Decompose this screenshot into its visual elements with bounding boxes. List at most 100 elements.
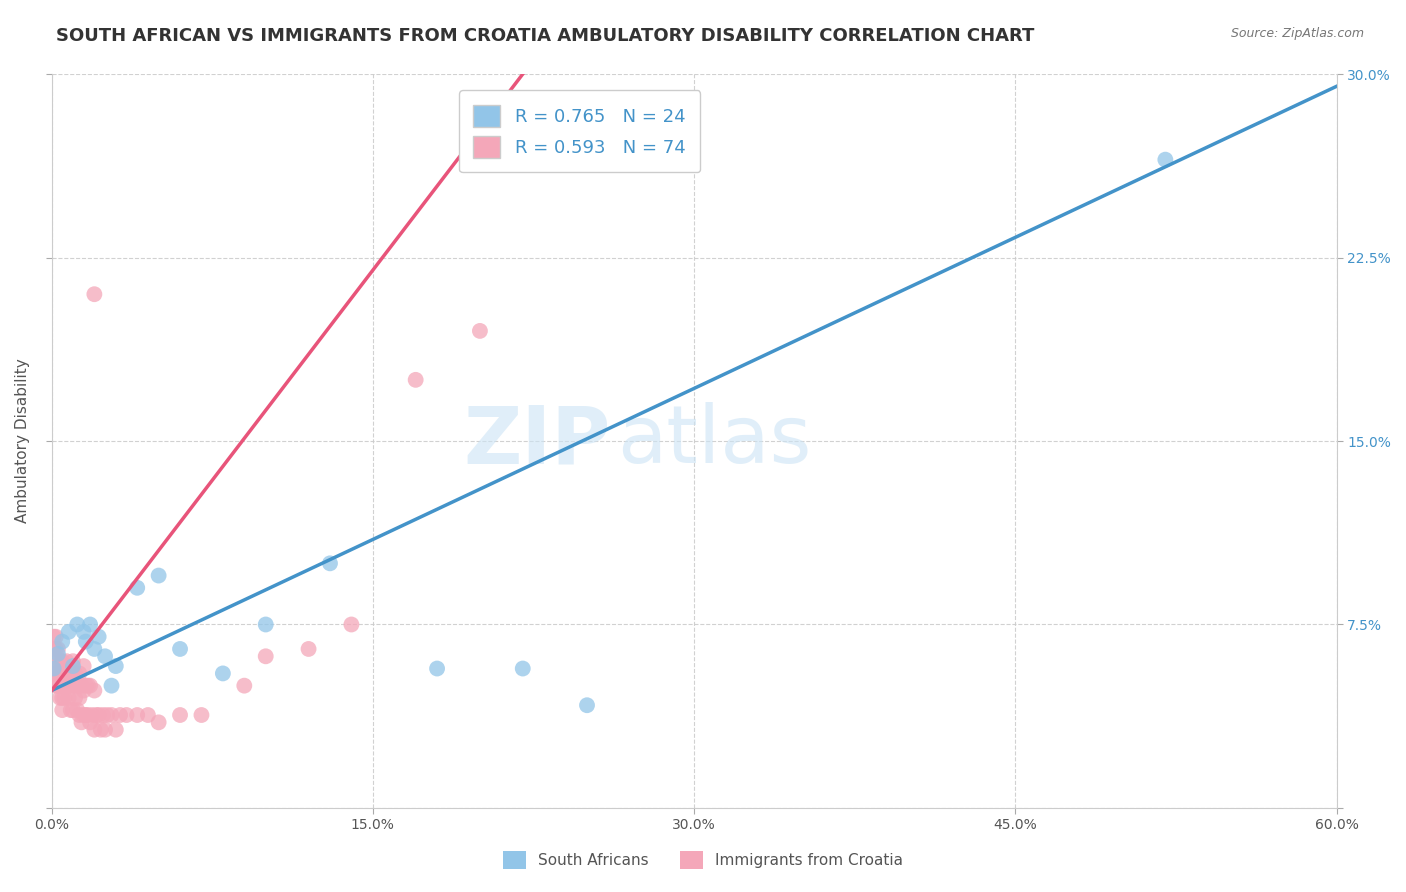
Point: [58, 659, 80, 673]
Point: [63, 666, 86, 681]
Point: [96, 708, 118, 723]
Point: [46, 666, 69, 681]
Point: [127, 581, 149, 595]
Point: [49, 654, 72, 668]
Point: [45, 630, 67, 644]
Point: [169, 708, 191, 723]
Point: [42, 642, 65, 657]
Point: [100, 708, 122, 723]
Legend: R = 0.765   N = 24, R = 0.593   N = 74: R = 0.765 N = 24, R = 0.593 N = 74: [458, 90, 700, 172]
Point: [55, 679, 77, 693]
Point: [62, 679, 84, 693]
Point: [51, 634, 73, 648]
Point: [46, 647, 69, 661]
Point: [75, 708, 97, 723]
Point: [75, 679, 97, 693]
Point: [254, 649, 277, 664]
Point: [87, 630, 110, 644]
Point: [77, 708, 100, 723]
Point: [1154, 153, 1177, 167]
Point: [115, 708, 138, 723]
Point: [66, 617, 89, 632]
Point: [73, 708, 96, 723]
Point: [297, 642, 319, 657]
Point: [319, 557, 342, 571]
Point: [58, 624, 80, 639]
Legend: South Africans, Immigrants from Croatia: South Africans, Immigrants from Croatia: [498, 845, 908, 875]
Point: [58, 679, 80, 693]
Point: [77, 679, 100, 693]
Y-axis label: Ambulatory Disability: Ambulatory Disability: [15, 359, 30, 524]
Point: [169, 642, 191, 657]
Point: [42, 666, 65, 681]
Point: [62, 654, 84, 668]
Point: [45, 642, 67, 657]
Text: ZIP: ZIP: [464, 402, 610, 480]
Point: [512, 661, 534, 675]
Point: [62, 659, 84, 673]
Point: [94, 723, 117, 737]
Point: [136, 708, 159, 723]
Point: [62, 703, 84, 717]
Point: [67, 666, 90, 681]
Point: [55, 654, 77, 668]
Point: [405, 373, 427, 387]
Point: [63, 690, 86, 705]
Point: [45, 666, 67, 681]
Text: Source: ZipAtlas.com: Source: ZipAtlas.com: [1230, 27, 1364, 40]
Point: [90, 723, 112, 737]
Point: [148, 715, 170, 730]
Point: [51, 654, 73, 668]
Point: [45, 679, 67, 693]
Point: [59, 703, 82, 717]
Point: [83, 287, 105, 301]
Point: [94, 649, 117, 664]
Point: [53, 666, 76, 681]
Point: [51, 690, 73, 705]
Point: [148, 568, 170, 582]
Point: [468, 324, 491, 338]
Point: [86, 708, 108, 723]
Point: [104, 723, 127, 737]
Point: [73, 624, 96, 639]
Point: [82, 708, 104, 723]
Point: [51, 703, 73, 717]
Point: [66, 703, 89, 717]
Point: [55, 666, 77, 681]
Point: [62, 666, 84, 681]
Point: [212, 666, 235, 681]
Point: [127, 708, 149, 723]
Point: [87, 708, 110, 723]
Point: [254, 617, 277, 632]
Point: [73, 683, 96, 698]
Text: atlas: atlas: [617, 402, 811, 480]
Point: [46, 679, 69, 693]
Point: [91, 708, 114, 723]
Point: [340, 617, 363, 632]
Point: [576, 698, 599, 713]
Point: [73, 659, 96, 673]
Point: [51, 679, 73, 693]
Point: [42, 661, 65, 675]
Point: [67, 708, 90, 723]
Point: [70, 715, 93, 730]
Point: [426, 661, 449, 675]
Point: [67, 690, 90, 705]
Point: [79, 617, 101, 632]
Point: [75, 634, 97, 648]
Point: [83, 723, 105, 737]
Point: [79, 679, 101, 693]
Point: [104, 659, 127, 673]
Point: [83, 642, 105, 657]
Point: [46, 642, 69, 657]
Point: [79, 715, 101, 730]
Point: [59, 666, 82, 681]
Point: [66, 679, 89, 693]
Point: [100, 679, 122, 693]
Point: [190, 708, 212, 723]
Point: [49, 690, 72, 705]
Point: [58, 690, 80, 705]
Point: [42, 630, 65, 644]
Text: SOUTH AFRICAN VS IMMIGRANTS FROM CROATIA AMBULATORY DISABILITY CORRELATION CHART: SOUTH AFRICAN VS IMMIGRANTS FROM CROATIA…: [56, 27, 1035, 45]
Point: [83, 683, 105, 698]
